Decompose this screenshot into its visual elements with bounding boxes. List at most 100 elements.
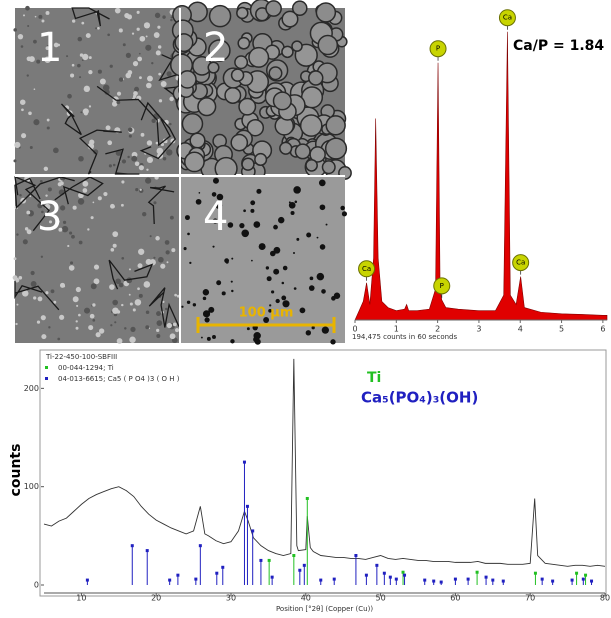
sem-pore xyxy=(316,272,325,281)
scale-bar-label: 100 µm xyxy=(239,306,294,321)
sem-particle xyxy=(151,61,154,65)
sem-particle xyxy=(114,321,117,324)
sem-pore xyxy=(273,268,280,275)
sem-particle xyxy=(118,282,124,288)
sem-grain xyxy=(281,45,294,59)
sem-particle xyxy=(71,234,75,239)
sem-particle xyxy=(33,296,37,300)
sem-particle xyxy=(20,99,26,105)
sem-grain xyxy=(236,6,249,20)
sem-particle xyxy=(13,28,18,32)
sem-particle xyxy=(89,313,95,319)
sem-particle xyxy=(155,141,159,145)
sem-particle xyxy=(77,36,83,42)
sem-grain xyxy=(224,86,242,104)
sem-pore xyxy=(241,229,250,238)
sem-grain xyxy=(208,39,231,62)
sem-particle xyxy=(45,194,48,197)
sem-particle xyxy=(88,325,94,331)
panel-label: 4 xyxy=(203,194,228,240)
sem-grain xyxy=(241,157,255,171)
sem-pore xyxy=(256,188,262,194)
sem-particle xyxy=(84,307,91,314)
sem-grain xyxy=(234,55,249,70)
sem-grain xyxy=(325,115,346,136)
legend-swatch xyxy=(45,377,48,380)
sem-grain xyxy=(208,4,232,28)
sem-particle xyxy=(21,133,27,139)
sem-pore xyxy=(243,209,246,213)
sem-particle xyxy=(156,320,163,326)
sem-particle xyxy=(26,229,32,235)
sem-particle xyxy=(154,12,161,19)
reference-dot xyxy=(194,577,198,581)
reference-dot xyxy=(319,578,323,582)
sem-particle xyxy=(33,88,36,91)
sem-particle xyxy=(160,81,167,87)
sem-particle xyxy=(134,299,142,306)
reference-dot xyxy=(332,577,336,581)
sem-pore xyxy=(318,179,326,187)
reference-dot xyxy=(364,573,368,577)
sem-particle xyxy=(110,248,115,252)
sem-particle xyxy=(146,156,154,164)
peak-label: Ca xyxy=(516,259,525,267)
sem-pore xyxy=(251,259,253,262)
sem-particle xyxy=(155,236,160,241)
sem-particle xyxy=(143,22,151,29)
sem-particle xyxy=(174,293,177,297)
sem-particle xyxy=(136,10,140,14)
x-tick-label: 10 xyxy=(76,594,86,603)
sem-grain xyxy=(305,158,318,172)
sem-grain xyxy=(248,46,270,68)
sem-particle xyxy=(156,311,161,317)
reference-dot xyxy=(270,575,274,579)
sem-pore xyxy=(202,296,207,301)
sem-particle xyxy=(80,111,83,114)
sem-pore xyxy=(239,222,245,229)
sem-particle xyxy=(79,76,82,79)
sem-grain xyxy=(238,97,257,116)
sem-particle xyxy=(81,59,84,62)
sem-pore xyxy=(292,251,296,254)
sem-grain xyxy=(324,137,348,160)
peak-label: P xyxy=(436,45,440,53)
sem-particle xyxy=(153,201,157,205)
reference-dot xyxy=(403,573,407,577)
sem-particle xyxy=(88,69,93,75)
x-tick-label: 2 xyxy=(435,325,440,334)
sem-pore xyxy=(308,285,315,291)
sem-particle xyxy=(38,14,43,19)
sem-particle xyxy=(129,302,133,306)
sem-particle xyxy=(53,300,57,304)
legend-entry: 04-013-6615; Ca5 ( P O4 )3 ( O H ) xyxy=(58,375,180,383)
x-tick-label: 5 xyxy=(559,325,564,334)
reference-dot xyxy=(551,579,555,583)
sem-particle xyxy=(82,180,89,187)
sem-pore xyxy=(268,308,272,313)
sem-particle xyxy=(176,294,180,298)
reference-dot xyxy=(267,558,271,562)
panel-label: 3 xyxy=(37,194,62,240)
sem-grain xyxy=(291,40,303,52)
sem-pore xyxy=(293,287,297,290)
sem-particle xyxy=(76,304,79,307)
sem-particle xyxy=(75,286,81,293)
sem-particle xyxy=(175,328,180,333)
sem-particle xyxy=(83,85,91,93)
sem-particle xyxy=(82,108,89,115)
sem-particle xyxy=(29,145,33,149)
sem-particle xyxy=(21,108,24,112)
sem-particle xyxy=(112,299,119,306)
sem-particle xyxy=(166,71,172,77)
reference-dot xyxy=(375,563,379,567)
sem-particle xyxy=(165,250,170,255)
sem-particle xyxy=(116,91,122,96)
sem-pore xyxy=(281,281,285,285)
sem-particle xyxy=(139,35,146,42)
sem-grain xyxy=(184,151,205,173)
sem-pore xyxy=(212,334,216,339)
sem-particle xyxy=(112,307,119,314)
sem-particle xyxy=(145,35,148,38)
sem-pore xyxy=(263,317,270,323)
